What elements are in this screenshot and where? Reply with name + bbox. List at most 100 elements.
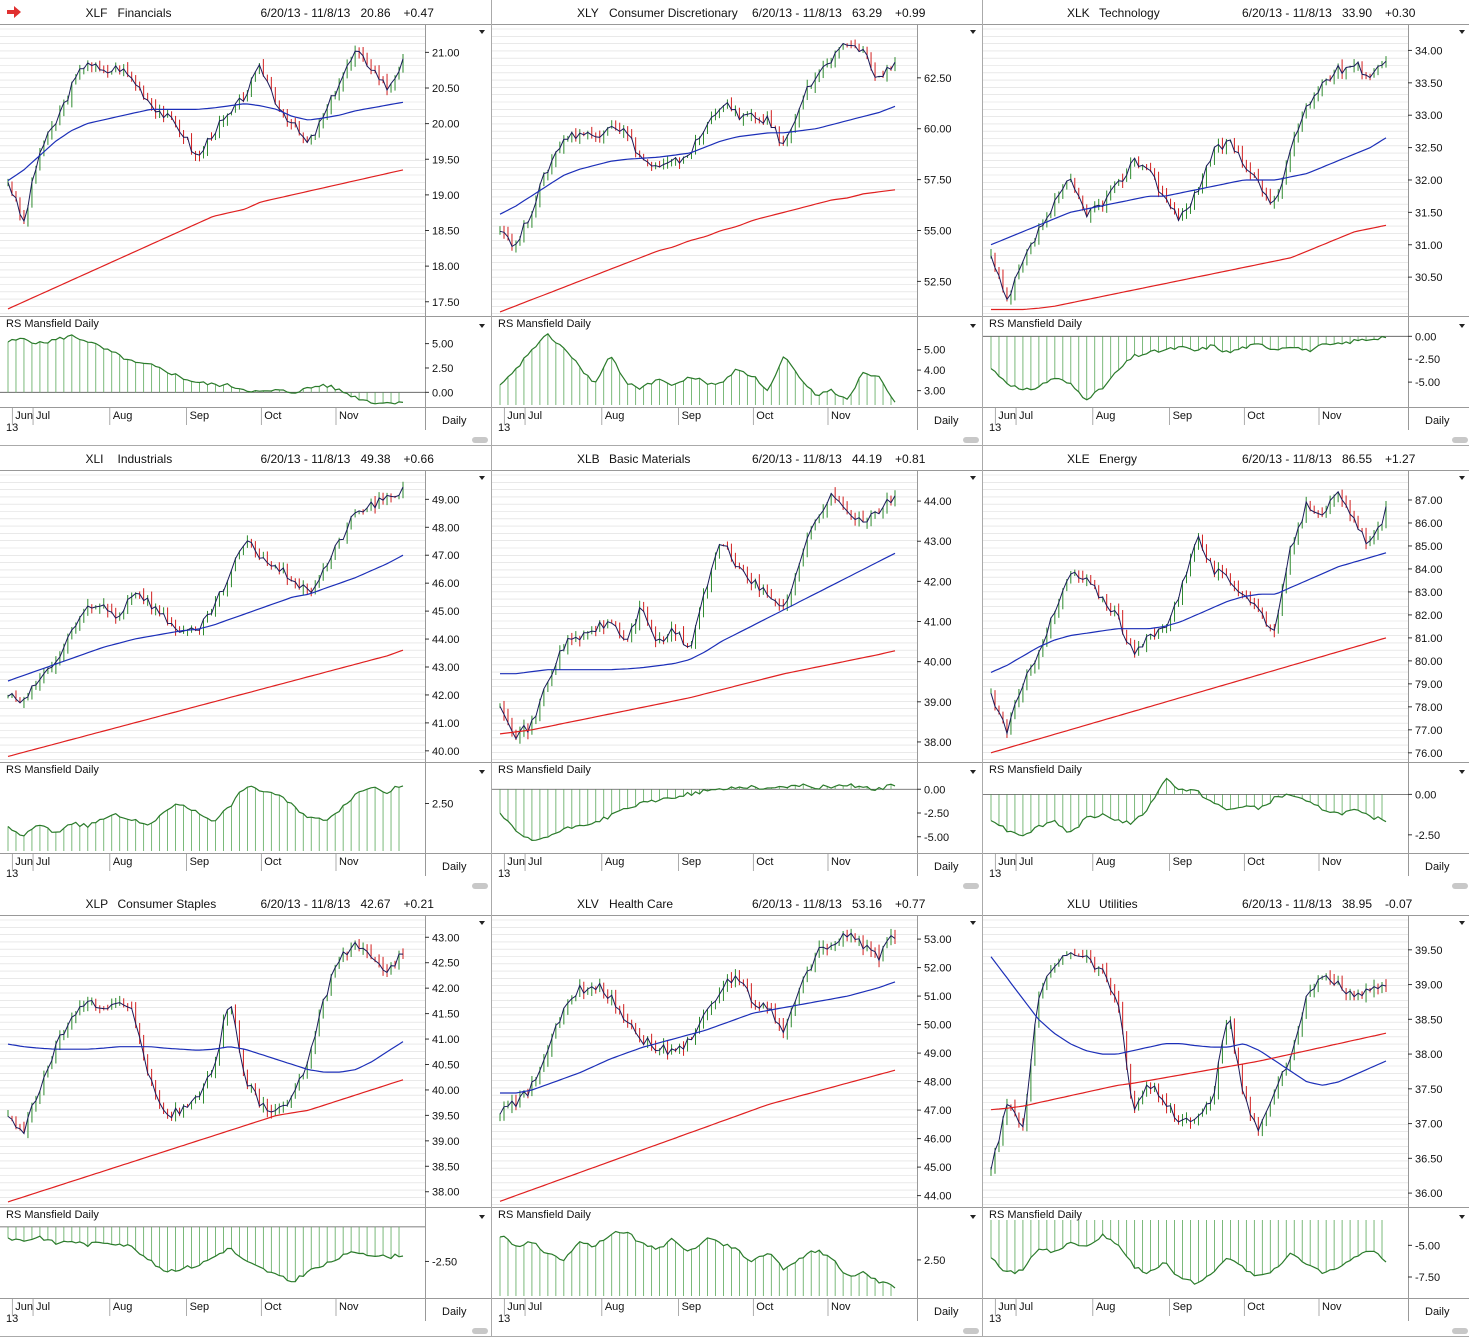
chevron-down-icon[interactable] xyxy=(970,770,976,774)
chevron-down-icon[interactable] xyxy=(479,30,485,34)
chevron-down-icon[interactable] xyxy=(479,770,485,774)
price-tick-label: 20.00 xyxy=(432,119,460,131)
price-grid xyxy=(983,28,1408,315)
ticker-symbol: XLK xyxy=(1067,6,1090,20)
chart-svg-xle: XLE Energy 6/20/13 - 11/8/13 86.55 +1.27 87.0… xyxy=(983,446,1469,889)
price-tick-label: 87.00 xyxy=(1415,495,1443,507)
rs-tick-label: 2.50 xyxy=(924,1255,945,1267)
close-line xyxy=(7,50,404,223)
chart-svg-xly: XLY Consumer Discretionary 6/20/13 - 11/8/… xyxy=(492,0,982,443)
last-price: 38.95 xyxy=(1342,897,1372,911)
sector-name: Energy xyxy=(1099,452,1137,466)
price-tick-label: 36.50 xyxy=(1415,1153,1443,1165)
chevron-down-icon[interactable] xyxy=(970,476,976,480)
price-tick-label: 33.00 xyxy=(1415,110,1443,122)
ticker-symbol: XLY xyxy=(577,6,599,20)
rs-histogram xyxy=(7,1226,400,1282)
price-tick-label: 19.00 xyxy=(432,190,460,202)
chevron-down-icon[interactable] xyxy=(1459,921,1465,925)
price-tick-label: 41.00 xyxy=(432,718,460,730)
price-tick-label: 47.00 xyxy=(924,1105,952,1117)
sector-name: Technology xyxy=(1099,6,1160,20)
moving-average-short xyxy=(990,552,1387,673)
ticker-symbol: XLV xyxy=(577,897,599,911)
scrollbar-handle[interactable] xyxy=(1452,1328,1468,1334)
sector-name: Consumer Discretionary xyxy=(609,6,738,20)
chart-header: XLU Utilities 6/20/13 - 11/8/13 38.95 -0.07 xyxy=(1067,897,1413,911)
chevron-down-icon[interactable] xyxy=(479,324,485,328)
date-range: 6/20/13 - 11/8/13 xyxy=(261,452,351,466)
chevron-down-icon[interactable] xyxy=(1459,476,1465,480)
chevron-down-icon[interactable] xyxy=(970,1215,976,1219)
moving-average-long xyxy=(499,1069,896,1202)
last-price: 20.86 xyxy=(361,6,391,20)
chevron-down-icon[interactable] xyxy=(970,30,976,34)
price-tick-label: 45.00 xyxy=(924,1162,952,1174)
price-grid xyxy=(492,474,917,761)
price-tick-label: 76.00 xyxy=(1415,748,1443,760)
x-axis: Jun Jul Aug Sep Oct Nov 13 Daily xyxy=(989,854,1450,880)
scrollbar-handle[interactable] xyxy=(963,437,979,443)
chevron-down-icon[interactable] xyxy=(479,476,485,480)
rs-title: RS Mansfield Daily xyxy=(989,1209,1082,1221)
price-tick-label: 40.00 xyxy=(432,746,460,758)
price-tick-label: 43.00 xyxy=(432,932,460,944)
rs-histogram xyxy=(990,1220,1383,1283)
sector-panel-xlv: XLV Health Care 6/20/13 - 11/8/13 53.16 +0.7… xyxy=(492,891,983,1337)
period-label: Daily xyxy=(1425,415,1450,427)
date-range: 6/20/13 - 11/8/13 xyxy=(752,452,842,466)
month-label: Jul xyxy=(1019,410,1033,422)
rs-tick-label: -7.50 xyxy=(1415,1272,1440,1284)
chart-header: XLI Industrials 6/20/13 - 11/8/13 49.38 +0.6… xyxy=(86,452,435,466)
month-label: Oct xyxy=(264,1301,281,1313)
price-tick-label: 18.50 xyxy=(432,226,460,238)
price-tick-label: 42.50 xyxy=(432,958,460,970)
sector-name: Basic Materials xyxy=(609,452,690,466)
scrollbar-handle[interactable] xyxy=(472,1328,488,1334)
moving-average-short xyxy=(7,1041,404,1073)
chevron-down-icon[interactable] xyxy=(1459,30,1465,34)
price-tick-label: 40.50 xyxy=(432,1060,460,1072)
scrollbar-handle[interactable] xyxy=(963,1328,979,1334)
month-label: Sep xyxy=(682,1301,702,1313)
price-change: +0.81 xyxy=(895,452,926,466)
moving-average-long xyxy=(7,1079,404,1203)
scrollbar-handle[interactable] xyxy=(472,883,488,889)
month-label: Oct xyxy=(1247,1301,1264,1313)
price-change: +0.66 xyxy=(404,452,435,466)
price-tick-label: 81.00 xyxy=(1415,633,1443,645)
moving-average-long xyxy=(499,189,896,313)
chevron-down-icon[interactable] xyxy=(1459,1215,1465,1219)
chevron-down-icon[interactable] xyxy=(1459,324,1465,328)
ticker-symbol: XLB xyxy=(577,452,600,466)
scrollbar-handle[interactable] xyxy=(1452,883,1468,889)
rs-tick-label: 0.00 xyxy=(924,784,945,796)
last-price: 44.19 xyxy=(852,452,882,466)
price-bars xyxy=(990,948,1387,1176)
month-label: Nov xyxy=(339,410,359,422)
moving-average-short xyxy=(7,554,404,682)
close-line xyxy=(990,952,1387,1170)
chart-header: XLK Technology 6/20/13 - 11/8/13 33.90 +0.30 xyxy=(1067,6,1416,20)
rs-tick-label: 0.00 xyxy=(432,387,453,399)
rs-tick-label: -2.50 xyxy=(1415,830,1440,842)
rs-title: RS Mansfield Daily xyxy=(498,764,591,776)
price-tick-label: 48.00 xyxy=(924,1077,952,1089)
scrollbar-handle[interactable] xyxy=(1452,437,1468,443)
price-tick-label: 49.00 xyxy=(924,1048,952,1060)
rs-histogram xyxy=(7,787,400,851)
month-label: Jun xyxy=(507,410,525,422)
chevron-down-icon[interactable] xyxy=(479,1215,485,1219)
month-label: Nov xyxy=(339,1301,359,1313)
chart-svg-xlp: XLP Consumer Staples 6/20/13 - 11/8/13 42.6… xyxy=(0,891,491,1334)
price-tick-label: 60.00 xyxy=(924,124,952,136)
scrollbar-handle[interactable] xyxy=(963,883,979,889)
chevron-down-icon[interactable] xyxy=(1459,770,1465,774)
arrow-right-icon[interactable] xyxy=(7,6,21,18)
rs-tick-label: 0.00 xyxy=(1415,789,1436,801)
chevron-down-icon[interactable] xyxy=(970,921,976,925)
chevron-down-icon[interactable] xyxy=(479,921,485,925)
chart-header: XLB Basic Materials 6/20/13 - 11/8/13 44.19… xyxy=(577,452,926,466)
scrollbar-handle[interactable] xyxy=(472,437,488,443)
chevron-down-icon[interactable] xyxy=(970,324,976,328)
